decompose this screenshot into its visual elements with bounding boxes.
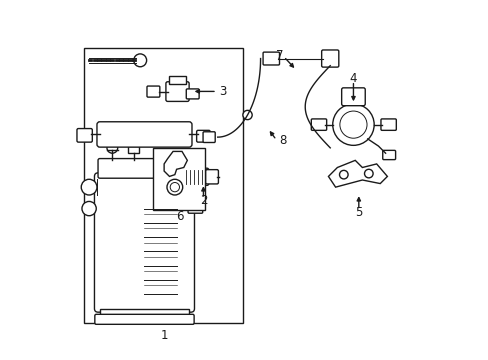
Bar [83, 48, 242, 323]
Circle shape [82, 202, 96, 216]
FancyBboxPatch shape [94, 173, 194, 312]
FancyBboxPatch shape [165, 82, 189, 102]
Circle shape [364, 169, 372, 178]
FancyBboxPatch shape [203, 132, 215, 143]
Bar [128, 146, 139, 153]
FancyBboxPatch shape [311, 119, 326, 130]
Text: 7: 7 [276, 49, 284, 62]
Circle shape [166, 179, 183, 195]
FancyBboxPatch shape [186, 89, 199, 99]
Circle shape [243, 111, 252, 120]
Text: 2: 2 [199, 194, 207, 207]
Text: 5: 5 [354, 206, 362, 219]
FancyBboxPatch shape [147, 86, 160, 97]
FancyBboxPatch shape [341, 88, 365, 106]
Bar [100, 309, 189, 316]
Polygon shape [164, 152, 187, 176]
Text: 1: 1 [160, 329, 167, 342]
FancyBboxPatch shape [98, 158, 190, 178]
FancyBboxPatch shape [380, 119, 395, 130]
Circle shape [81, 179, 97, 195]
FancyBboxPatch shape [188, 201, 203, 213]
FancyBboxPatch shape [205, 170, 218, 184]
FancyBboxPatch shape [321, 50, 338, 67]
Bar [153, 148, 205, 210]
Bar [169, 76, 185, 84]
FancyBboxPatch shape [382, 150, 395, 159]
FancyBboxPatch shape [77, 129, 92, 142]
Circle shape [107, 143, 118, 153]
Circle shape [339, 111, 366, 138]
FancyBboxPatch shape [182, 168, 208, 185]
Text: 6: 6 [175, 210, 183, 223]
FancyBboxPatch shape [196, 130, 210, 142]
FancyBboxPatch shape [95, 314, 194, 324]
Circle shape [332, 104, 373, 145]
Circle shape [339, 170, 347, 179]
Circle shape [134, 54, 146, 67]
Polygon shape [328, 160, 386, 187]
Text: 4: 4 [349, 72, 356, 85]
FancyBboxPatch shape [263, 52, 279, 65]
Circle shape [170, 183, 179, 192]
Text: 3: 3 [219, 85, 226, 98]
Text: 8: 8 [279, 134, 286, 147]
FancyBboxPatch shape [97, 122, 192, 147]
